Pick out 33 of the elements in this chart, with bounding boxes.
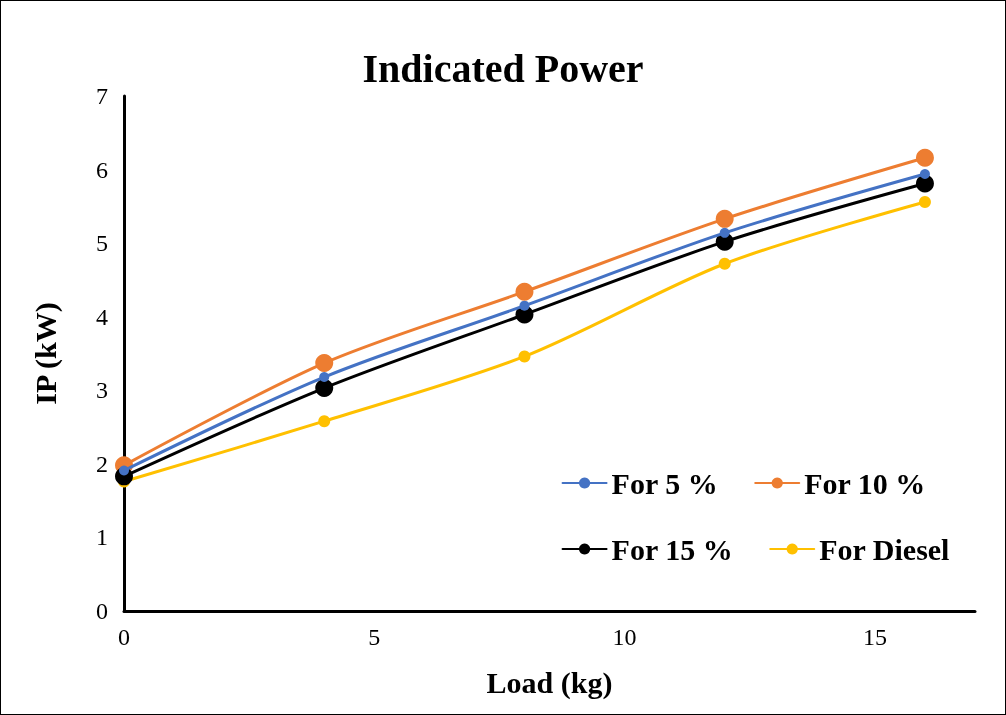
y-tick-label: 5 xyxy=(96,230,108,257)
x-tick-label: 5 xyxy=(368,624,381,650)
point xyxy=(719,227,730,238)
x-tick-label: 15 xyxy=(862,624,887,650)
x-tick-label: 10 xyxy=(612,624,637,650)
point xyxy=(718,257,731,270)
x-axis-title: Load (kg) xyxy=(486,665,613,700)
y-tick-label: 7 xyxy=(96,83,108,109)
point xyxy=(315,379,334,398)
point xyxy=(319,372,330,383)
point xyxy=(715,209,734,228)
chart-title: Indicated Power xyxy=(362,45,644,91)
point xyxy=(318,415,331,428)
point xyxy=(919,168,930,179)
y-tick-label: 6 xyxy=(96,156,108,183)
legend-label: For 5 % xyxy=(611,466,718,500)
point xyxy=(315,354,334,373)
point xyxy=(519,300,530,311)
legend-label: For Diesel xyxy=(819,532,950,566)
y-tick-label: 3 xyxy=(96,377,108,404)
point xyxy=(515,282,534,301)
point xyxy=(518,350,531,363)
x-tick-label: 0 xyxy=(118,624,130,650)
y-tick-label: 2 xyxy=(96,450,108,477)
point xyxy=(918,195,931,208)
legend-label: For 15 % xyxy=(611,532,733,566)
y-tick-label: 4 xyxy=(96,303,108,330)
y-tick-label: 0 xyxy=(96,598,108,624)
y-axis-title: IP (kW) xyxy=(28,302,63,405)
legend-label: For 10 % xyxy=(804,466,926,500)
y-tick-label: 1 xyxy=(96,524,108,551)
point xyxy=(119,465,129,476)
point xyxy=(915,148,934,167)
